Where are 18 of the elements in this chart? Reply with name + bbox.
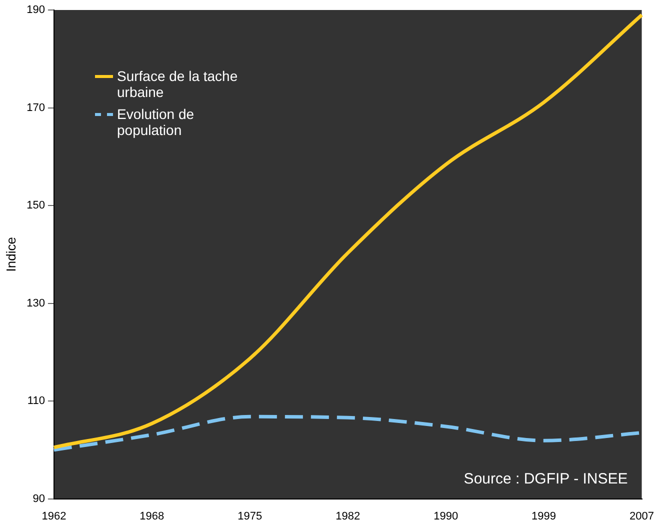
y-tick-label: 150: [26, 200, 45, 212]
x-tick-label: 1982: [336, 510, 360, 522]
y-axis-title: Indice: [3, 237, 18, 272]
annotation: Source : DGFIP - INSEE: [464, 470, 628, 488]
x-tick-label: 1999: [532, 510, 556, 522]
legend-label: Surface de la tache urbaine: [117, 68, 239, 100]
legend-label: Evolution de population: [117, 106, 196, 138]
x-tick-label: 1968: [140, 510, 164, 522]
y-tick-label: 190: [26, 4, 45, 16]
y-tick-label: 170: [26, 102, 45, 114]
y-tick-label: 90: [32, 492, 45, 505]
y-tick-label: 110: [27, 395, 45, 408]
x-tick-label: 2007: [630, 510, 654, 522]
line-series: [52, 13, 644, 450]
x-tick-label: 1962: [42, 510, 66, 522]
x-tick-label: 1975: [238, 510, 262, 522]
x-tick-label: 1990: [434, 510, 458, 522]
y-tick-label: 130: [26, 297, 45, 310]
